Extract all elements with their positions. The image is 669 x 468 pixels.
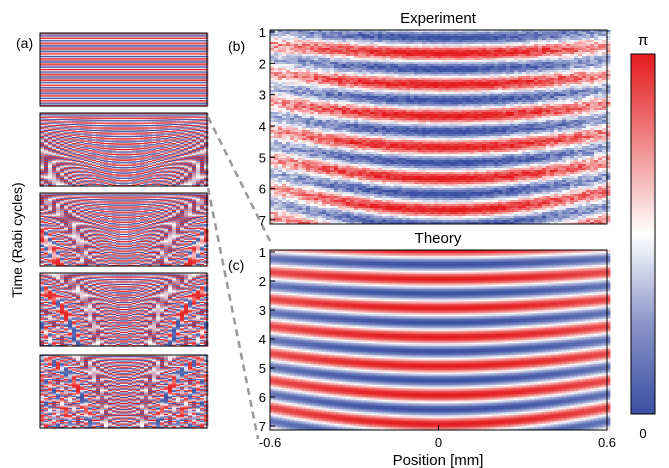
left-ylabel: Time (Rabi cycles) [9,182,25,297]
panel-label-b: (b) [228,38,245,54]
panel-label-a: (a) [16,35,33,51]
panel-a-thumbnails [40,33,208,429]
panel-label-c: (c) [228,257,244,273]
